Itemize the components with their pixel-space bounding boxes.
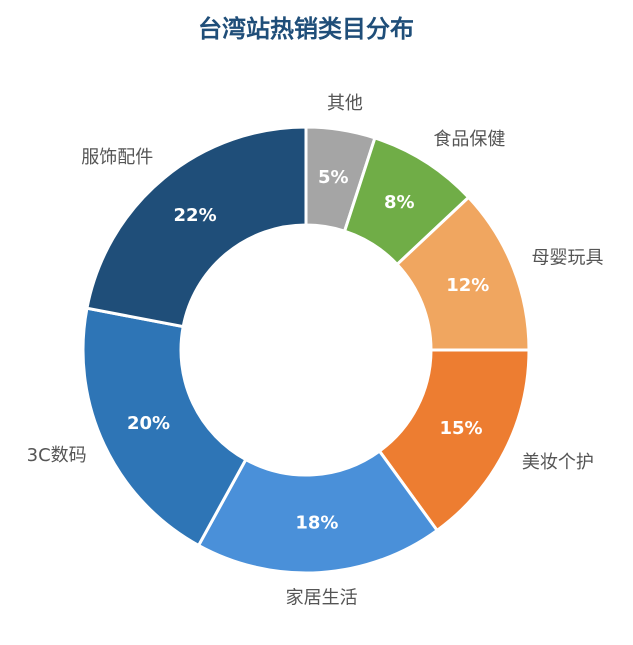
category-label: 家居生活: [286, 588, 358, 609]
category-label: 食品保健: [433, 129, 505, 150]
category-label: 美妆个护: [522, 452, 594, 473]
data-label: 20%: [127, 413, 170, 434]
category-label: 母婴玩具: [532, 247, 604, 268]
category-label: 3C数码: [27, 445, 87, 466]
category-label: 其他: [327, 93, 363, 114]
data-label: 22%: [174, 205, 217, 226]
data-label: 5%: [318, 167, 349, 188]
donut-slice: [81, 306, 248, 548]
data-label: 12%: [446, 275, 489, 296]
data-label: 18%: [295, 513, 338, 534]
data-label: 15%: [439, 418, 482, 439]
donut-slice: [196, 449, 440, 575]
donut-slice: [85, 125, 308, 329]
category-label: 服饰配件: [81, 147, 153, 168]
data-label: 8%: [384, 192, 415, 213]
chart-title: 台湾站热销类目分布: [198, 15, 414, 43]
